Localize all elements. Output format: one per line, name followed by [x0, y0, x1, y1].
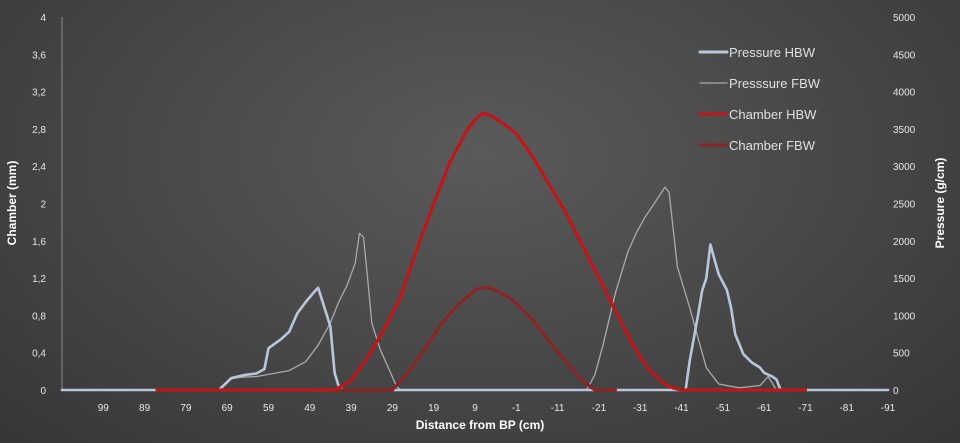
y2-axis-title: Pressure (g/cm)	[933, 158, 947, 249]
y-tick-label: 0	[40, 386, 46, 397]
y2-tick-label: 0	[893, 386, 899, 397]
y2-tick-label: 1500	[893, 274, 916, 285]
x-tick-label: 99	[98, 403, 110, 414]
y-tick-label: 3,6	[32, 50, 46, 61]
x-axis-title: Distance from BP (cm)	[416, 418, 544, 432]
y2-tick-label: 3000	[893, 162, 916, 173]
y-tick-label: 2,4	[32, 162, 46, 173]
y2-tick-label: 4500	[893, 50, 916, 61]
y-tick-label: 3,2	[32, 88, 46, 99]
y-axis-ticks: 0 0,4 0,8 1,2 1,6 2 2,4 2,8 3,2 3,6 4	[32, 13, 46, 397]
x-tick-label: -91	[881, 403, 896, 414]
legend-label: Presssure FBW	[729, 76, 821, 91]
y-tick-label: 0,4	[32, 349, 46, 360]
x-tick-label: -61	[757, 403, 772, 414]
x-tick-label: -41	[674, 403, 689, 414]
x-tick-label: 59	[263, 403, 275, 414]
y-tick-label: 1,2	[32, 274, 46, 285]
y-axis-title: Chamber (mm)	[5, 161, 19, 246]
y2-tick-label: 5000	[893, 13, 916, 24]
x-tick-label: -51	[716, 403, 731, 414]
x-tick-label: 19	[428, 403, 440, 414]
x-tick-label: 79	[180, 403, 192, 414]
x-tick-label: 29	[387, 403, 399, 414]
legend-label: Chamber HBW	[729, 107, 817, 122]
y2-tick-label: 500	[893, 349, 910, 360]
x-tick-label: 69	[222, 403, 234, 414]
series-line-pressure-hbw	[60, 243, 890, 392]
x-tick-label: -11	[551, 403, 565, 414]
legend: Pressure HBW Presssure FBW Chamber HBW Cham…	[698, 45, 821, 153]
x-tick-label: -81	[839, 403, 854, 414]
y2-tick-label: 3500	[893, 125, 916, 136]
x-tick-label: 39	[346, 403, 358, 414]
legend-label: Pressure HBW	[729, 45, 816, 60]
x-tick-label: 89	[139, 403, 151, 414]
y2-axis-ticks: 0 500 1000 1500 2000 2500 3000 3500 4000 4500 5000	[893, 13, 916, 397]
y-tick-label: 4	[40, 13, 46, 24]
x-tick-label: -31	[633, 403, 648, 414]
x-tick-label: 9	[472, 403, 478, 414]
x-axis-ticks: 99 89 79 69 59 49 39 29 19 9 -1 -11 -21 -31 -41 -51 -61 -…	[98, 403, 896, 414]
x-tick-label: -1	[512, 403, 521, 414]
legend-label: Chamber FBW	[729, 138, 816, 153]
series-line-chamber-hbw	[155, 111, 808, 392]
y2-tick-label: 4000	[893, 88, 916, 99]
y-tick-label: 2	[40, 200, 46, 211]
series-line-chamber-fbw	[328, 285, 618, 392]
y-tick-label: 2,8	[32, 125, 46, 136]
y2-tick-label: 1000	[893, 311, 916, 322]
x-tick-label: -71	[798, 403, 813, 414]
axes	[61, 17, 888, 391]
x-tick-label: 49	[304, 403, 316, 414]
series-layer	[60, 111, 890, 392]
x-tick-label: -21	[592, 403, 607, 414]
y-tick-label: 0,8	[32, 311, 46, 322]
y2-tick-label: 2500	[893, 200, 916, 211]
y-tick-label: 1,6	[32, 237, 46, 248]
y2-tick-label: 2000	[893, 237, 916, 248]
